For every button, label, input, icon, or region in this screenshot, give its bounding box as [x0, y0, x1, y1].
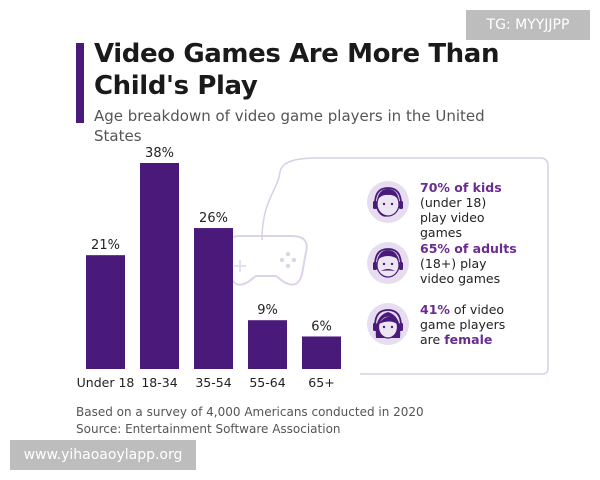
- fact-adults-line1: (18+) play: [420, 256, 487, 271]
- bar-55-64: [248, 320, 287, 369]
- bar-18-34: [140, 163, 179, 369]
- female-face-headset-icon: [367, 303, 409, 345]
- adult-face-mustache-headset-icon: [367, 242, 409, 284]
- x-tick-label: 18-34: [141, 375, 177, 390]
- fact-kids-highlight: 70% of kids: [420, 180, 502, 195]
- fact-adults-highlight: 65% of adults: [420, 241, 517, 256]
- fact-female-line1: game players: [420, 317, 506, 332]
- fact-female-rest1: of video: [449, 302, 505, 317]
- x-tick-label: 35-54: [195, 375, 231, 390]
- bar-35-54: [194, 228, 233, 369]
- fact-kids-line2: play video games: [420, 210, 485, 240]
- bar-value-label: 21%: [91, 238, 120, 253]
- top-tag: TG: MYYJJPP: [466, 10, 590, 40]
- fact-female-line2-pre: are: [420, 332, 445, 347]
- bar-value-label: 9%: [257, 303, 278, 318]
- title-accent-bar: [76, 43, 84, 123]
- fact-kids-text: 70% of kids (under 18) play video games: [420, 180, 530, 240]
- bar-value-label: 6%: [311, 319, 332, 334]
- bar-65-: [302, 336, 341, 369]
- bar-under-18: [86, 255, 125, 369]
- fact-kids-line1: (under 18): [420, 195, 487, 210]
- watermark-url: www.yihaoaoylapp.org: [10, 440, 196, 470]
- fact-female-line2-highlight: female: [444, 332, 493, 347]
- x-tick-label: 65+: [308, 375, 334, 390]
- fact-female-text: 41% of video game players are female: [420, 302, 530, 347]
- bar-value-label: 26%: [199, 211, 228, 226]
- page-subtitle: Age breakdown of video game players in t…: [94, 107, 485, 145]
- fact-female-highlight: 41%: [420, 302, 450, 317]
- bar-value-label: 38%: [145, 146, 174, 161]
- page-title: Video Games Are More Than Child's Play: [94, 39, 500, 101]
- x-tick-label: 55-64: [249, 375, 285, 390]
- source-note: Source: Entertainment Software Associati…: [76, 422, 341, 436]
- x-tick-label: Under 18: [77, 375, 135, 390]
- survey-note: Based on a survey of 4,000 Americans con…: [76, 405, 424, 419]
- fact-adults-line2: video games: [420, 271, 501, 286]
- fact-adults-text: 65% of adults (18+) play video games: [420, 241, 530, 286]
- controller-cable-decor: [261, 157, 549, 375]
- game-controller-icon: [224, 235, 308, 286]
- kid-face-headset-icon: [367, 181, 409, 223]
